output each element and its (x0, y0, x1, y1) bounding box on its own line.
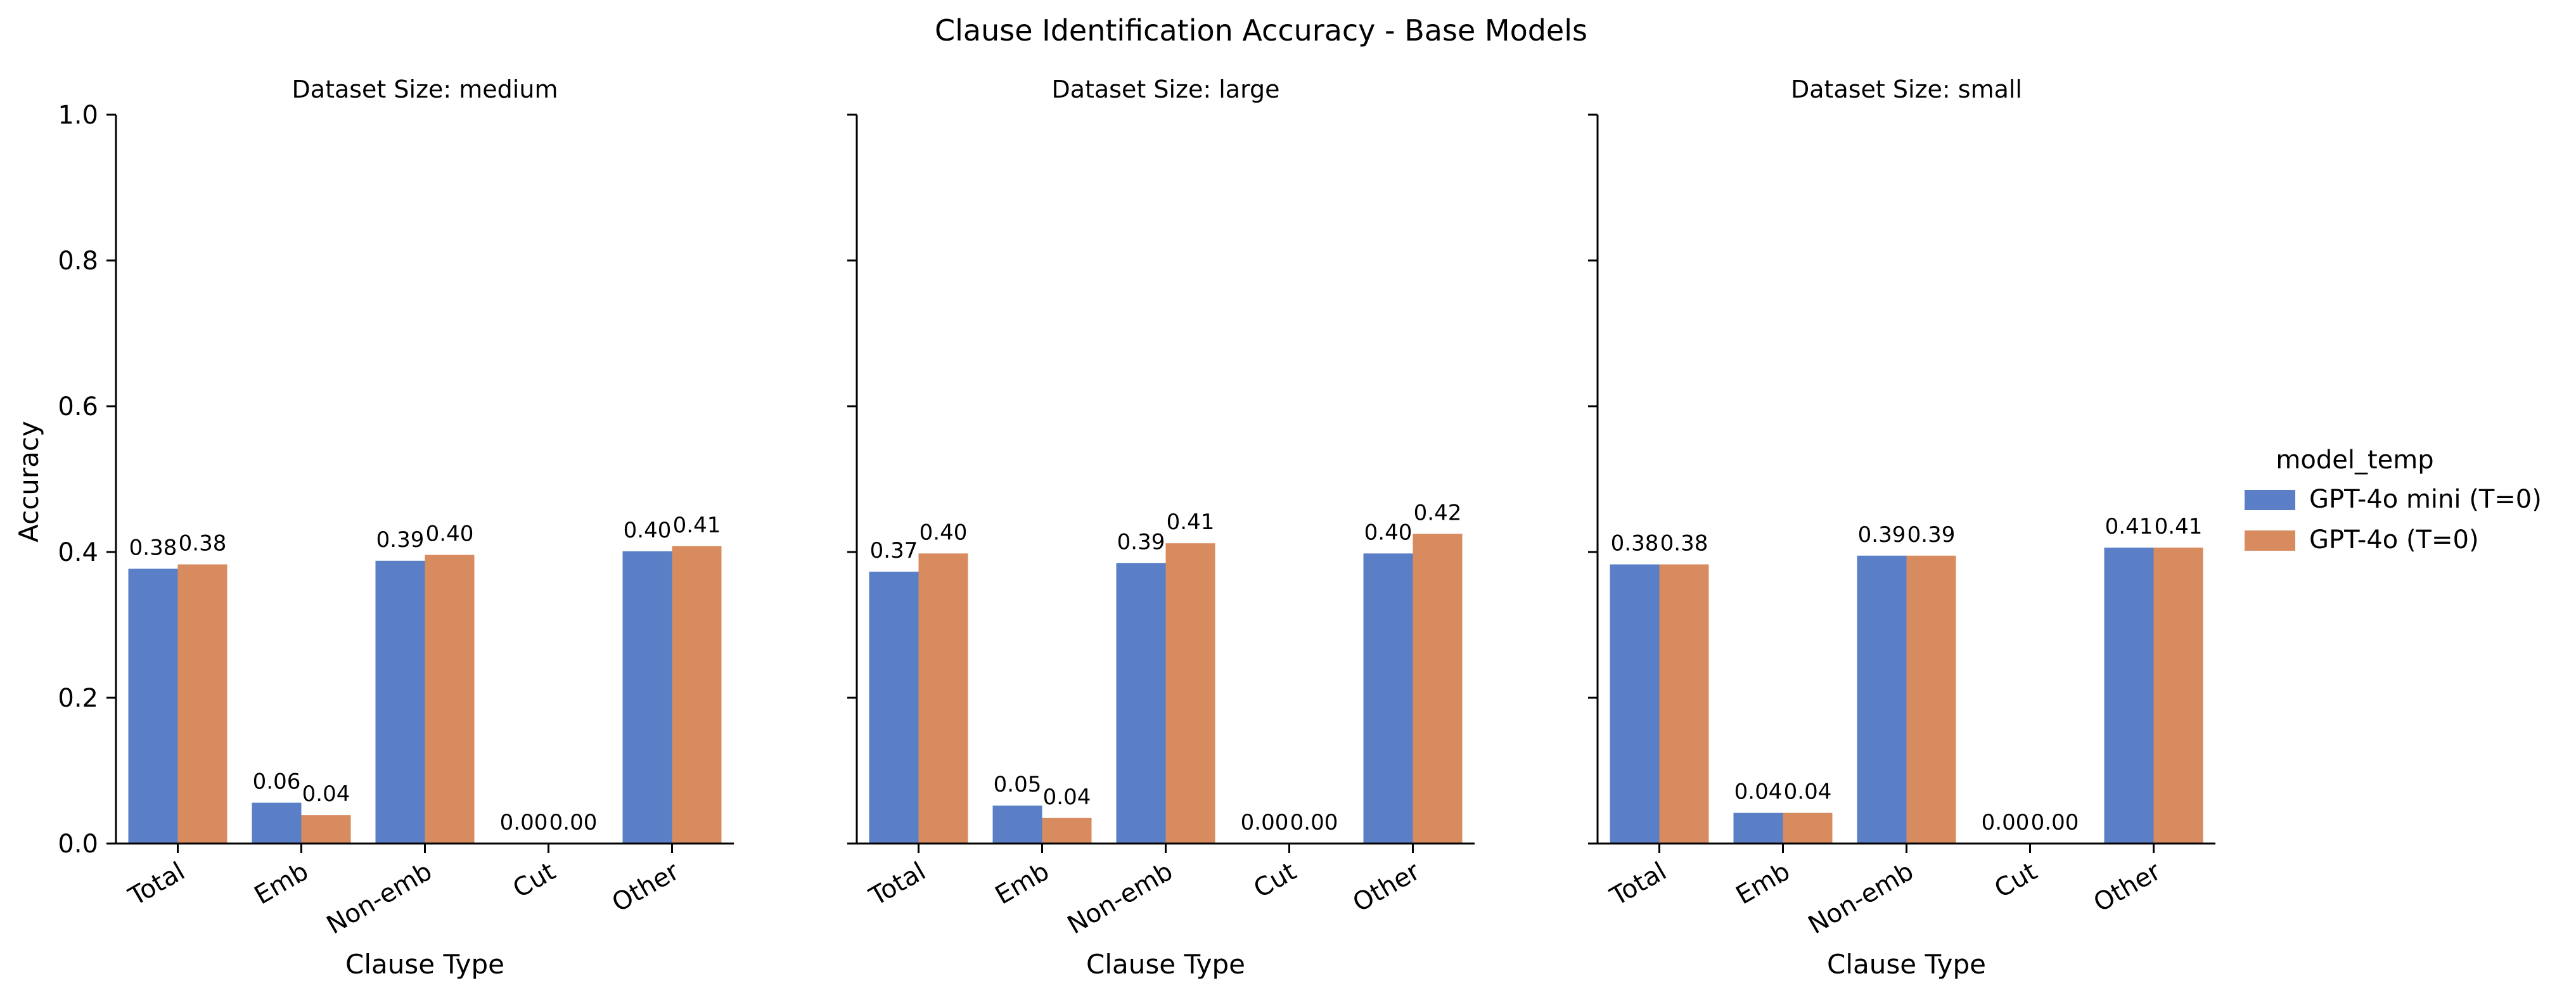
legend-entry-label: GPT-4o mini (T=0) (2309, 485, 2542, 514)
bar (1733, 812, 1783, 844)
bar-value-label: 0.38 (179, 531, 227, 556)
bar-value-label: 0.00 (1982, 810, 2030, 835)
legend: model_temp GPT-4o mini (T=0) GPT-4o (T=0) (2245, 446, 2542, 555)
bar-value-label: 0.40 (426, 522, 474, 547)
x-tick-label: Non-emb (1063, 857, 1178, 940)
panel-title: Dataset Size: medium (292, 75, 558, 103)
bar-value-label: 0.39 (1907, 522, 1956, 548)
bar-value-label: 0.04 (1784, 780, 1832, 805)
bar-value-label: 0.38 (1660, 531, 1708, 556)
x-tick-label: Emb (250, 857, 314, 911)
bar (869, 572, 919, 844)
panel-title: Dataset Size: large (1051, 75, 1279, 103)
bar (1413, 534, 1463, 844)
bar (1783, 812, 1833, 844)
bar (2153, 548, 2203, 844)
bar-value-label: 0.38 (1611, 531, 1659, 556)
bar-value-label: 0.00 (1290, 810, 1338, 835)
x-axis-label: Clause Type (1827, 949, 1986, 980)
panel-title: Dataset Size: small (1791, 75, 2022, 103)
x-tick-label: Cut (1990, 857, 2042, 904)
bar (128, 568, 178, 844)
y-axis-label: Accuracy (13, 421, 44, 542)
bar-value-label: 0.39 (1117, 529, 1165, 555)
bar (1116, 563, 1166, 844)
legend-swatch (2245, 530, 2295, 551)
y-tick-label: 0.8 (58, 247, 98, 276)
bar-value-label: 0.39 (1858, 522, 1906, 548)
bar-value-label: 0.41 (2155, 514, 2203, 539)
x-tick-label: Non-emb (322, 857, 437, 940)
x-tick-label: Total (1605, 857, 1672, 912)
bar (425, 555, 475, 844)
bar (1659, 564, 1709, 844)
bar-value-label: 0.38 (129, 535, 177, 560)
panel-3: Dataset Size: small0.380.040.390.000.410… (1588, 75, 2215, 980)
bar (1165, 543, 1215, 844)
y-tick-label: 0.2 (58, 684, 98, 713)
bar (672, 546, 722, 844)
x-tick-label: Total (124, 857, 190, 912)
bar-value-label: 0.06 (253, 769, 301, 795)
bar (2104, 548, 2154, 844)
bar-value-label: 0.39 (376, 527, 425, 553)
bar (918, 553, 968, 844)
chart-title: Clause Identification Accuracy - Base Mo… (935, 13, 1587, 48)
bar (375, 560, 425, 844)
bar-value-label: 0.04 (302, 781, 350, 807)
bar (177, 564, 227, 844)
y-tick-label: 0.6 (58, 392, 98, 421)
panels: Dataset Size: medium 0.0 0.2 0.4 0.6 0.8 1.0 0.… (58, 75, 2215, 980)
bar-value-label: 0.42 (1414, 500, 1462, 525)
legend-swatch (2245, 490, 2295, 510)
y-tick-label: 1.0 (58, 101, 98, 130)
bar-value-label: 0.00 (2031, 810, 2079, 835)
x-tick-label: Cut (508, 857, 561, 904)
x-axis-label: Clause Type (1086, 949, 1245, 980)
bar-value-label: 0.04 (1043, 785, 1091, 810)
bar-value-label: 0.05 (994, 772, 1042, 797)
bar-value-label: 0.41 (673, 513, 721, 538)
bar (1857, 555, 1907, 844)
bar-value-label: 0.00 (1241, 810, 1289, 835)
x-tick-label: Emb (1731, 857, 1795, 911)
bar-value-label: 0.37 (870, 538, 918, 563)
bar (1042, 818, 1092, 844)
panel-1: Dataset Size: medium 0.0 0.2 0.4 0.6 0.8 1.0 0.… (58, 75, 734, 980)
x-tick-label: Other (1348, 857, 1425, 918)
bar (252, 802, 302, 844)
y-tick-label: 0.0 (58, 830, 98, 859)
bar-value-label: 0.40 (624, 518, 672, 543)
x-axis-label: Clause Type (345, 949, 504, 980)
x-tick-label: Other (607, 857, 684, 918)
bar-value-label: 0.00 (549, 810, 598, 835)
bar (301, 815, 351, 844)
panel-2: Dataset Size: large0.370.050.390.000.400… (847, 75, 1475, 980)
x-tick-label: Total (864, 857, 931, 912)
legend-title: model_temp (2276, 446, 2433, 475)
legend-entry-label: GPT-4o (T=0) (2309, 525, 2479, 555)
bar-value-label: 0.00 (500, 810, 548, 835)
bar (622, 551, 672, 844)
x-tick-label: Non-emb (1804, 857, 1919, 940)
x-tick-label: Cut (1249, 857, 1302, 904)
bar (1363, 553, 1413, 844)
x-tick-label: Other (2089, 857, 2166, 918)
bar (992, 806, 1042, 844)
bar-value-label: 0.40 (1364, 520, 1413, 545)
bar (1610, 564, 1660, 844)
bar-value-label: 0.40 (920, 520, 968, 545)
bar (1906, 555, 1956, 844)
bar-value-label: 0.41 (2105, 514, 2153, 539)
bar-value-label: 0.04 (1734, 780, 1783, 805)
bar-value-label: 0.41 (1167, 510, 1215, 535)
x-tick-label: Emb (990, 857, 1054, 911)
y-tick-label: 0.4 (58, 538, 98, 567)
